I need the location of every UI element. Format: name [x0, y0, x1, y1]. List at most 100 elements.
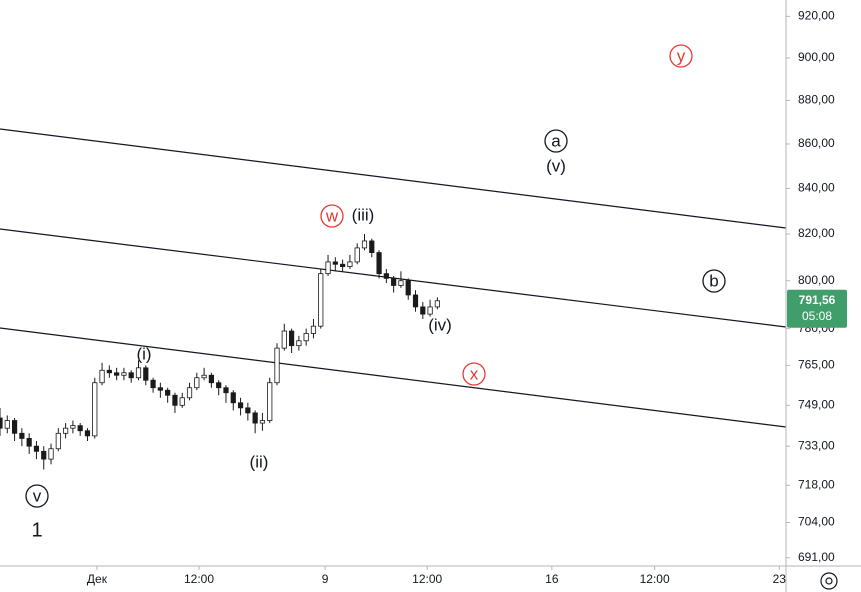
- candle-body: [369, 240, 375, 253]
- price-tag-countdown: 05:08: [802, 309, 832, 323]
- candle-body: [11, 420, 18, 434]
- candle-body: [41, 450, 47, 460]
- candle-body: [281, 330, 287, 349]
- y-tick-label: 765,00: [798, 358, 835, 372]
- candle-body: [383, 273, 389, 279]
- axes: 920,00 900,00 880,00 860,00 840,00 820,00 800,…: [87, 9, 835, 587]
- y-tick-label: 704,00: [798, 515, 835, 529]
- candle-body: [245, 407, 251, 414]
- candle-body: [33, 445, 40, 452]
- candle-body: [434, 300, 440, 308]
- candle-body: [135, 367, 142, 379]
- candle-body: [99, 369, 105, 384]
- candle-body: [325, 261, 331, 275]
- candle-body: [303, 333, 309, 342]
- candle-body: [296, 340, 302, 347]
- candle-body: [427, 306, 433, 315]
- candle-body: [114, 372, 120, 376]
- channel-line: [0, 327, 787, 428]
- candle-body: [0, 417, 3, 429]
- x-tick-label: Дек: [87, 572, 108, 586]
- label-circle: [544, 129, 568, 153]
- candle-body: [237, 402, 244, 409]
- y-tick-label: 840,00: [798, 181, 835, 195]
- y-tick-label: 749,00: [798, 397, 835, 411]
- y-tick-label: 880,00: [798, 93, 835, 107]
- candle-body: [267, 382, 273, 421]
- y-tick-label: 691,00: [798, 550, 835, 564]
- candle-body: [128, 372, 134, 379]
- candle-body: [157, 387, 163, 391]
- y-tick-label: 820,00: [798, 226, 835, 240]
- y-tick-label: 733,00: [798, 438, 835, 452]
- wave-label: 1: [31, 519, 42, 541]
- candle-body: [354, 247, 360, 263]
- candle-body: [274, 347, 280, 384]
- price-tag-box: [787, 289, 847, 328]
- candle-body: [216, 382, 222, 389]
- candle-body: [194, 377, 200, 389]
- candle-body: [420, 306, 426, 315]
- wave-label: (iv): [428, 315, 452, 334]
- candle-body: [412, 294, 419, 308]
- candle-body: [106, 369, 112, 374]
- x-tick-label: 12:00: [640, 572, 670, 586]
- y-tick-label: 860,00: [798, 136, 835, 150]
- candle-body: [92, 382, 98, 437]
- x-tick-label: 23: [773, 572, 787, 586]
- candle-body: [361, 240, 368, 249]
- candle-body: [186, 387, 193, 399]
- candle-body: [150, 379, 156, 389]
- candle-body: [143, 367, 149, 381]
- wave-label: a: [551, 131, 561, 150]
- x-tick-label: 12:00: [412, 572, 442, 586]
- candle-body: [252, 412, 258, 424]
- wave-label: x: [470, 364, 479, 383]
- wave-label: (iii): [352, 205, 375, 224]
- x-tick-label: 9: [322, 572, 329, 586]
- settings-icon: [825, 577, 833, 585]
- price-tag-value: 791,56: [799, 293, 836, 307]
- y-tick-label: 920,00: [798, 9, 835, 23]
- label-circle: [320, 204, 344, 228]
- wave-label: w: [325, 206, 339, 225]
- settings-button[interactable]: [820, 572, 838, 590]
- candle-body: [63, 427, 69, 434]
- candle-body: [376, 252, 382, 275]
- candle-body: [310, 325, 317, 334]
- y-tick-label: 800,00: [798, 273, 835, 287]
- candles: [0, 234, 440, 470]
- wave-label: (ii): [250, 452, 269, 471]
- candle-body: [48, 448, 54, 460]
- wave-label: y: [677, 46, 686, 65]
- wave-label: (v): [546, 156, 566, 175]
- candle-body: [179, 397, 185, 406]
- candle-body: [230, 392, 236, 404]
- candle-body: [347, 261, 353, 267]
- wave-label: (i): [136, 344, 151, 363]
- candle-body: [165, 389, 171, 396]
- candle-body: [121, 372, 127, 376]
- candle-body: [318, 273, 324, 327]
- label-circle: [702, 269, 726, 293]
- candle-body: [288, 330, 295, 347]
- candle-body: [26, 438, 32, 447]
- candle-body: [398, 280, 404, 286]
- candle-body: [201, 374, 207, 379]
- candle-body: [77, 425, 83, 432]
- candle-body: [70, 425, 76, 429]
- candle-body: [208, 374, 215, 384]
- candle-body: [84, 430, 91, 437]
- x-tick-label: 16: [545, 572, 559, 586]
- candle-body: [19, 432, 25, 439]
- time-axis: [0, 566, 861, 592]
- candle-body: [172, 394, 178, 406]
- price-tag: 791,56 05:08: [787, 289, 847, 328]
- label-circle: [669, 44, 693, 68]
- label-circle: [462, 362, 486, 386]
- candle-body: [223, 387, 229, 394]
- candle-body: [259, 420, 266, 424]
- label-circle: [25, 484, 49, 508]
